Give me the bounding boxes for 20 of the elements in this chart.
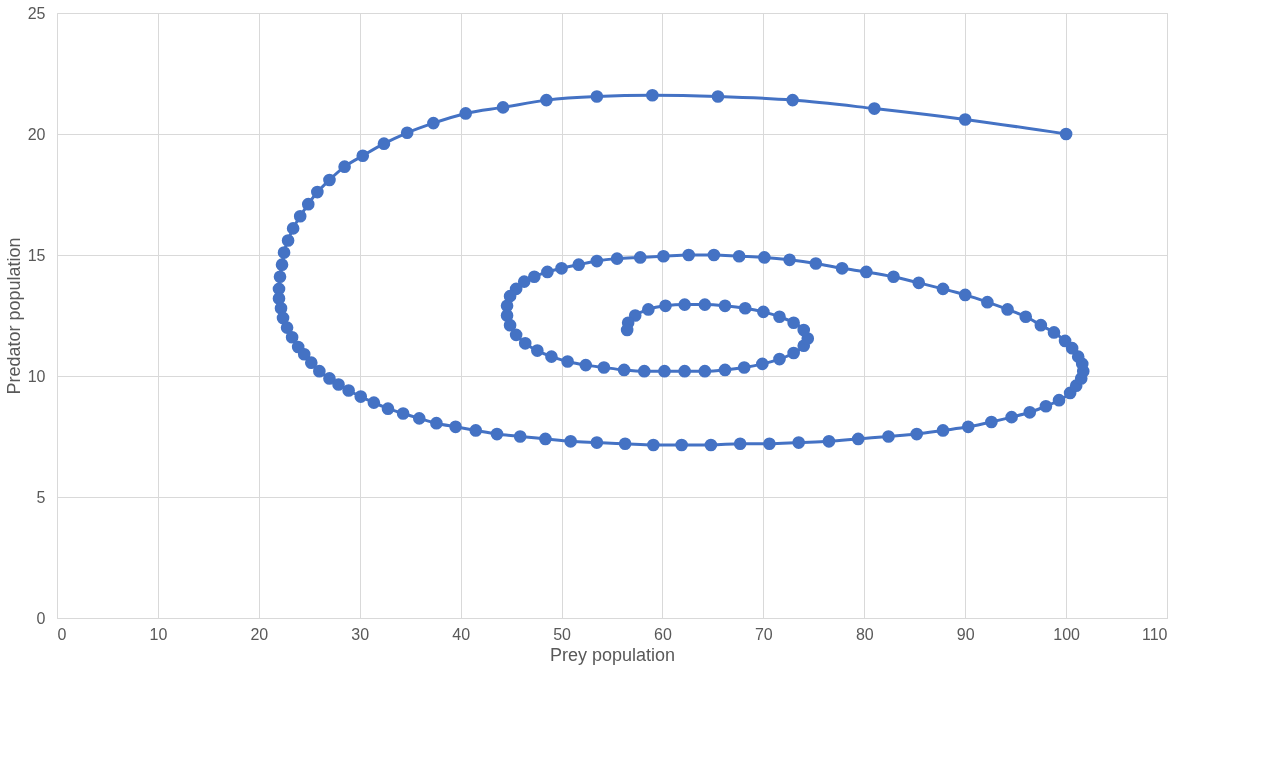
- x-tick-label: 0: [57, 625, 67, 643]
- x-tick-label: 50: [553, 625, 572, 643]
- x-tick-label: 30: [351, 625, 370, 643]
- y-tick-label: 5: [36, 488, 46, 506]
- x-tick-label: 90: [956, 625, 975, 643]
- y-tick-label: 20: [27, 125, 46, 143]
- x-tick-label: 100: [1053, 625, 1081, 643]
- y-tick-label: 25: [27, 4, 46, 22]
- y-tick-label: 15: [27, 246, 46, 264]
- x-axis-title: Prey population: [549, 644, 676, 665]
- x-tick-label: 40: [452, 625, 471, 643]
- x-tick-label: 110: [1141, 625, 1168, 643]
- x-tick-label: 60: [654, 625, 672, 643]
- x-tick-label: 80: [855, 625, 874, 643]
- y-axis-title: Predator population: [3, 237, 24, 395]
- y-tick-label: 10: [27, 367, 46, 385]
- x-tick-label: 10: [149, 625, 168, 643]
- x-tick-label: 20: [250, 625, 269, 643]
- y-tick-label: 0: [36, 609, 46, 627]
- x-tick-label: 70: [754, 625, 773, 643]
